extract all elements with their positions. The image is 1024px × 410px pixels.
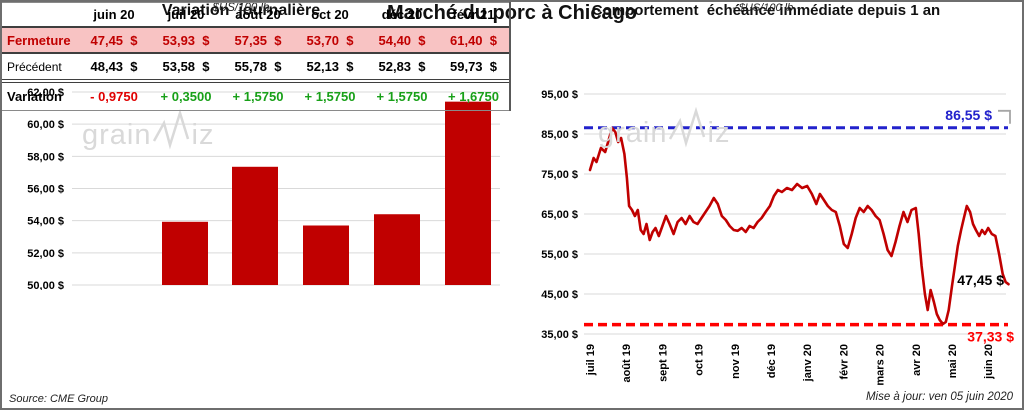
column-header: juin 20 xyxy=(78,2,150,28)
row-label: Variation xyxy=(2,81,78,111)
y-tick-label: 52,00 $ xyxy=(27,248,64,260)
close-value: 53,70 $ xyxy=(294,27,366,54)
callout-bracket-icon xyxy=(998,109,1011,124)
quotes-table: juin 20 juil 20 août 20 oct 20 déc 20 févr 21… xyxy=(2,2,511,111)
y-tick-label: 95,00 $ xyxy=(541,89,578,101)
previous-value: 59,73 $ xyxy=(438,53,509,83)
line-chart-title: Comportement échéance immédiate depuis 1… xyxy=(591,2,941,19)
variation-value: + 0,3500 xyxy=(150,81,222,111)
y-tick-label: 65,00 $ xyxy=(541,209,578,221)
x-tick-label: janv 20 xyxy=(802,344,814,382)
bar-oct 20 xyxy=(303,225,349,285)
min-reference-label: 37,33 $ xyxy=(967,329,1014,345)
y-tick-label: 60,00 $ xyxy=(27,119,64,131)
y-tick-label: 35,00 $ xyxy=(541,329,578,341)
column-header: déc 20 xyxy=(366,2,438,28)
y-tick-label: 56,00 $ xyxy=(27,184,64,196)
variation-value: - 0,9750 xyxy=(78,81,150,111)
y-tick-label: 55,00 $ xyxy=(541,249,578,261)
x-tick-label: sept 19 xyxy=(657,344,669,382)
x-tick-label: août 19 xyxy=(621,344,633,383)
previous-value: 55,78 $ xyxy=(222,53,294,83)
column-header: août 20 xyxy=(222,2,294,28)
source-note: Source: CME Group xyxy=(9,393,109,405)
table-row-variation: Variation - 0,9750 + 0,3500 + 1,5750 + 1,575… xyxy=(2,81,509,111)
updated-note: Mise à jour: ven 05 juin 2020 xyxy=(865,391,1013,403)
x-tick-label: oct 19 xyxy=(694,344,706,376)
row-label: Fermeture xyxy=(2,27,78,54)
close-value: 57,35 $ xyxy=(222,27,294,54)
bar-chart: 50,00 $ 52,00 $ 54,00 $ 56,00 $ 58,00 $ 60,00… xyxy=(27,87,500,290)
close-value: 47,45 $ xyxy=(78,27,150,54)
table-corner-cell xyxy=(2,2,78,28)
close-value: 54,40 $ xyxy=(366,27,438,54)
line-chart-subtitle: - $US/100 lb - xyxy=(732,2,800,14)
x-tick-label: juil 19 xyxy=(585,344,597,376)
previous-value: 48,43 $ xyxy=(78,53,150,83)
column-header: oct 20 xyxy=(294,2,366,28)
x-tick-label: févr 20 xyxy=(838,344,850,379)
y-tick-label: 75,00 $ xyxy=(541,169,578,181)
table-row-close: Fermeture 47,45 $53,93 $57,35 $53,70 $54,… xyxy=(2,27,509,54)
x-tick-label: mai 20 xyxy=(947,344,959,378)
bar-févr 21 xyxy=(445,101,491,286)
x-tick-label: mars 20 xyxy=(875,344,887,386)
bar-août 20 xyxy=(232,166,278,285)
y-tick-label: 50,00 $ xyxy=(27,280,64,290)
y-tick-label: 58,00 $ xyxy=(27,151,64,163)
variation-value: + 1,5750 xyxy=(222,81,294,111)
x-tick-label: nov 19 xyxy=(730,344,742,379)
column-header: févr 21 xyxy=(438,2,509,28)
table-header-row: juin 20 juil 20 août 20 oct 20 déc 20 févr 21 xyxy=(2,2,509,28)
line-chart: 35,00 $ 45,00 $ 55,00 $ 65,00 $ 75,00 $ 85,00… xyxy=(541,89,1014,386)
x-tick-label: juin 20 xyxy=(983,344,995,380)
x-tick-label: avr 20 xyxy=(911,344,923,376)
close-value: 53,93 $ xyxy=(150,27,222,54)
last-value-label: 47,45 $ xyxy=(957,272,1004,288)
max-reference-label: 86,55 $ xyxy=(945,107,992,123)
variation-value: + 1,5750 xyxy=(294,81,366,111)
x-tick-label: déc 19 xyxy=(766,344,778,378)
table-row-previous: Précédent 48,43 $53,58 $55,78 $52,13 $52,… xyxy=(2,53,509,83)
y-tick-label: 54,00 $ xyxy=(27,216,64,228)
row-label: Précédent xyxy=(2,53,78,83)
y-tick-label: 85,00 $ xyxy=(541,129,578,141)
previous-value: 52,83 $ xyxy=(366,53,438,83)
previous-value: 52,13 $ xyxy=(294,53,366,83)
bar-juil 20 xyxy=(162,221,208,285)
previous-value: 53,58 $ xyxy=(150,53,222,83)
bar-déc 20 xyxy=(374,214,420,285)
variation-value: + 1,6750 xyxy=(438,81,509,111)
y-tick-label: 45,00 $ xyxy=(541,289,578,301)
variation-value: + 1,5750 xyxy=(366,81,438,111)
close-value: 61,40 $ xyxy=(438,27,509,54)
price-line xyxy=(588,126,1010,326)
column-header: juil 20 xyxy=(150,2,222,28)
